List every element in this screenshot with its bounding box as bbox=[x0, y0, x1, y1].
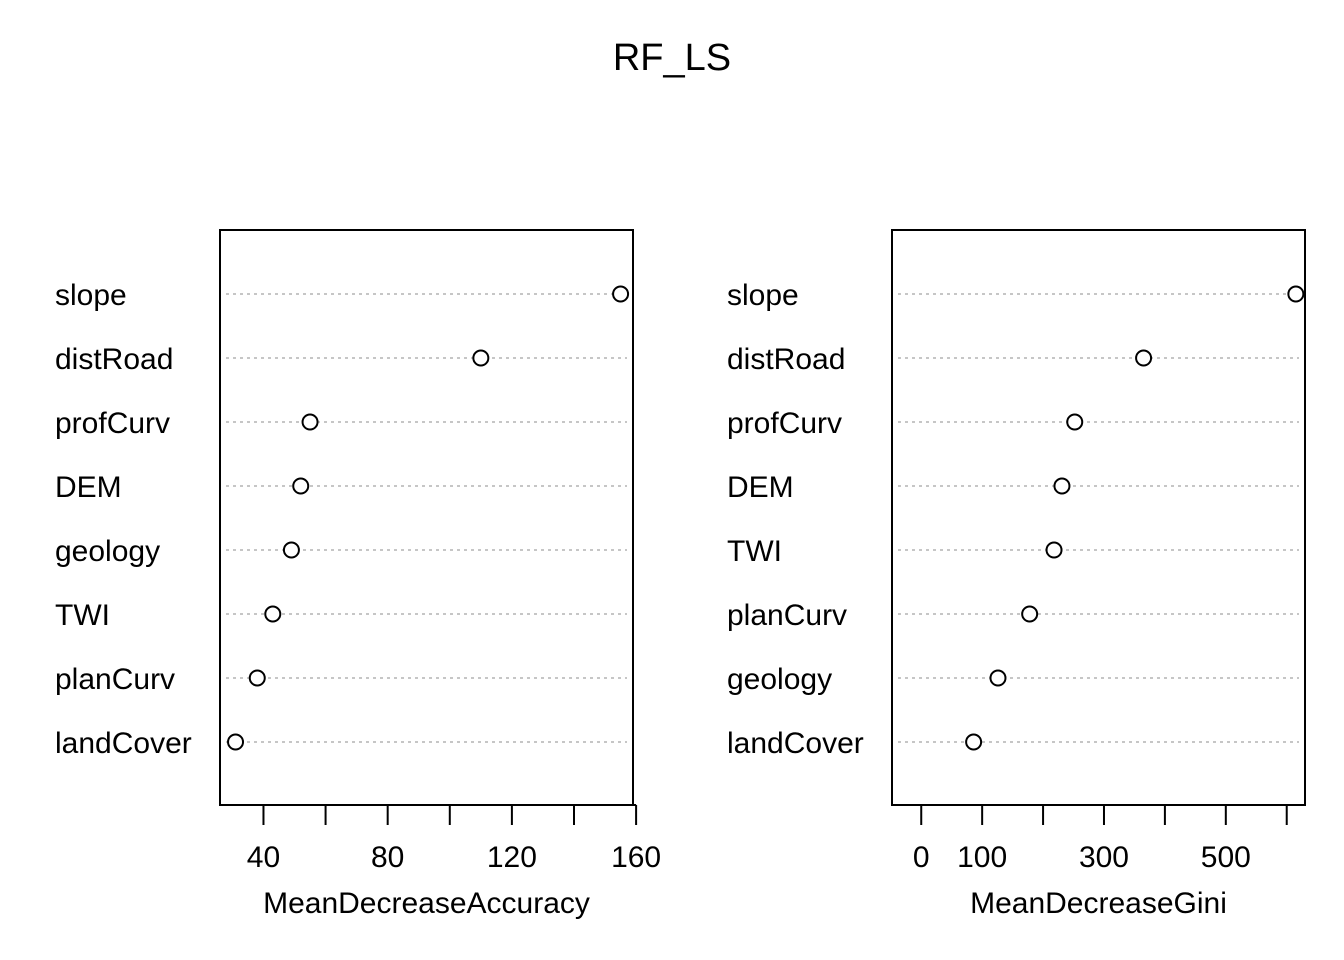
x-tick-label: 40 bbox=[247, 841, 280, 874]
plot-frame bbox=[219, 229, 634, 806]
category-label: planCurv bbox=[727, 599, 847, 632]
data-point bbox=[301, 413, 319, 431]
data-point bbox=[965, 733, 983, 751]
data-point bbox=[248, 669, 266, 687]
data-point bbox=[1053, 477, 1071, 495]
category-label: slope bbox=[55, 279, 127, 312]
category-label: DEM bbox=[55, 471, 122, 504]
category-label: landCover bbox=[727, 727, 864, 760]
data-point bbox=[1287, 285, 1305, 303]
data-point bbox=[227, 733, 245, 751]
data-point bbox=[612, 285, 630, 303]
category-label: profCurv bbox=[727, 407, 842, 440]
x-tick-label: 0 bbox=[913, 841, 930, 874]
category-label: planCurv bbox=[55, 663, 175, 696]
data-point bbox=[1135, 349, 1153, 367]
x-axis-label: MeanDecreaseAccuracy bbox=[263, 887, 590, 920]
data-point bbox=[1045, 541, 1063, 559]
category-label: TWI bbox=[55, 599, 110, 632]
chart-title: RF_LS bbox=[613, 37, 731, 79]
category-label: geology bbox=[55, 535, 160, 568]
x-tick-label: 500 bbox=[1201, 841, 1251, 874]
data-point bbox=[292, 477, 310, 495]
plot-frame bbox=[891, 229, 1306, 806]
data-point bbox=[264, 605, 282, 623]
x-tick-label: 120 bbox=[487, 841, 537, 874]
category-label: profCurv bbox=[55, 407, 170, 440]
data-point bbox=[989, 669, 1007, 687]
x-axis-label: MeanDecreaseGini bbox=[970, 887, 1227, 920]
x-tick-label: 80 bbox=[371, 841, 404, 874]
panel-mean-decrease-accuracy: slope distRoad profCurv DEM geology TWI planCu… bbox=[55, 229, 661, 920]
category-label: TWI bbox=[727, 535, 782, 568]
data-point bbox=[472, 349, 490, 367]
panel-mean-decrease-gini: slope distRoad profCurv DEM TWI planCurv geolo… bbox=[727, 229, 1306, 920]
category-label: landCover bbox=[55, 727, 192, 760]
category-label: geology bbox=[727, 663, 832, 696]
data-point bbox=[1066, 413, 1084, 431]
category-label: distRoad bbox=[55, 343, 173, 376]
data-point bbox=[282, 541, 300, 559]
category-label: slope bbox=[727, 279, 799, 312]
category-label: distRoad bbox=[727, 343, 845, 376]
x-tick-label: 100 bbox=[957, 841, 1007, 874]
data-point bbox=[1021, 605, 1039, 623]
x-tick-label: 300 bbox=[1079, 841, 1129, 874]
x-tick-label: 160 bbox=[611, 841, 661, 874]
category-label: DEM bbox=[727, 471, 794, 504]
